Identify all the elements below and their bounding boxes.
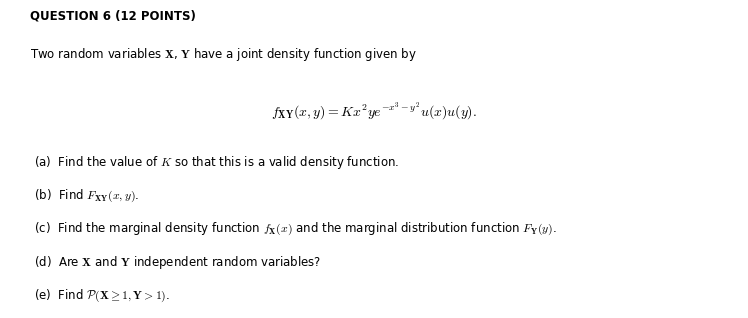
Text: Two random variables $\mathbf{X}$, $\mathbf{Y}$ have a joint density function gi: Two random variables $\mathbf{X}$, $\mat…: [30, 46, 417, 63]
Text: (d)  Are $\mathbf{X}$ and $\mathbf{Y}$ independent random variables?: (d) Are $\mathbf{X}$ and $\mathbf{Y}$ in…: [34, 254, 321, 271]
Text: (c)  Find the marginal density function $f_{\mathbf{X}}(x)$ and the marginal dis: (c) Find the marginal density function $…: [34, 221, 557, 237]
Text: (b)  Find $F_{\mathbf{XY}}(x, y)$.: (b) Find $F_{\mathbf{XY}}(x, y)$.: [34, 188, 139, 204]
Text: $f_{\mathbf{XY}}(x, y) = Kx^2ye^{-x^3-y^2}u(x)u(y).$: $f_{\mathbf{XY}}(x, y) = Kx^2ye^{-x^3-y^…: [271, 100, 477, 121]
Text: QUESTION 6 (12 POINTS): QUESTION 6 (12 POINTS): [30, 10, 196, 23]
Text: (e)  Find $\mathcal{P}(\mathbf{X}\geq 1, \mathbf{Y}>1)$.: (e) Find $\mathcal{P}(\mathbf{X}\geq 1, …: [34, 288, 170, 304]
Text: (a)  Find the value of $K$ so that this is a valid density function.: (a) Find the value of $K$ so that this i…: [34, 154, 399, 171]
